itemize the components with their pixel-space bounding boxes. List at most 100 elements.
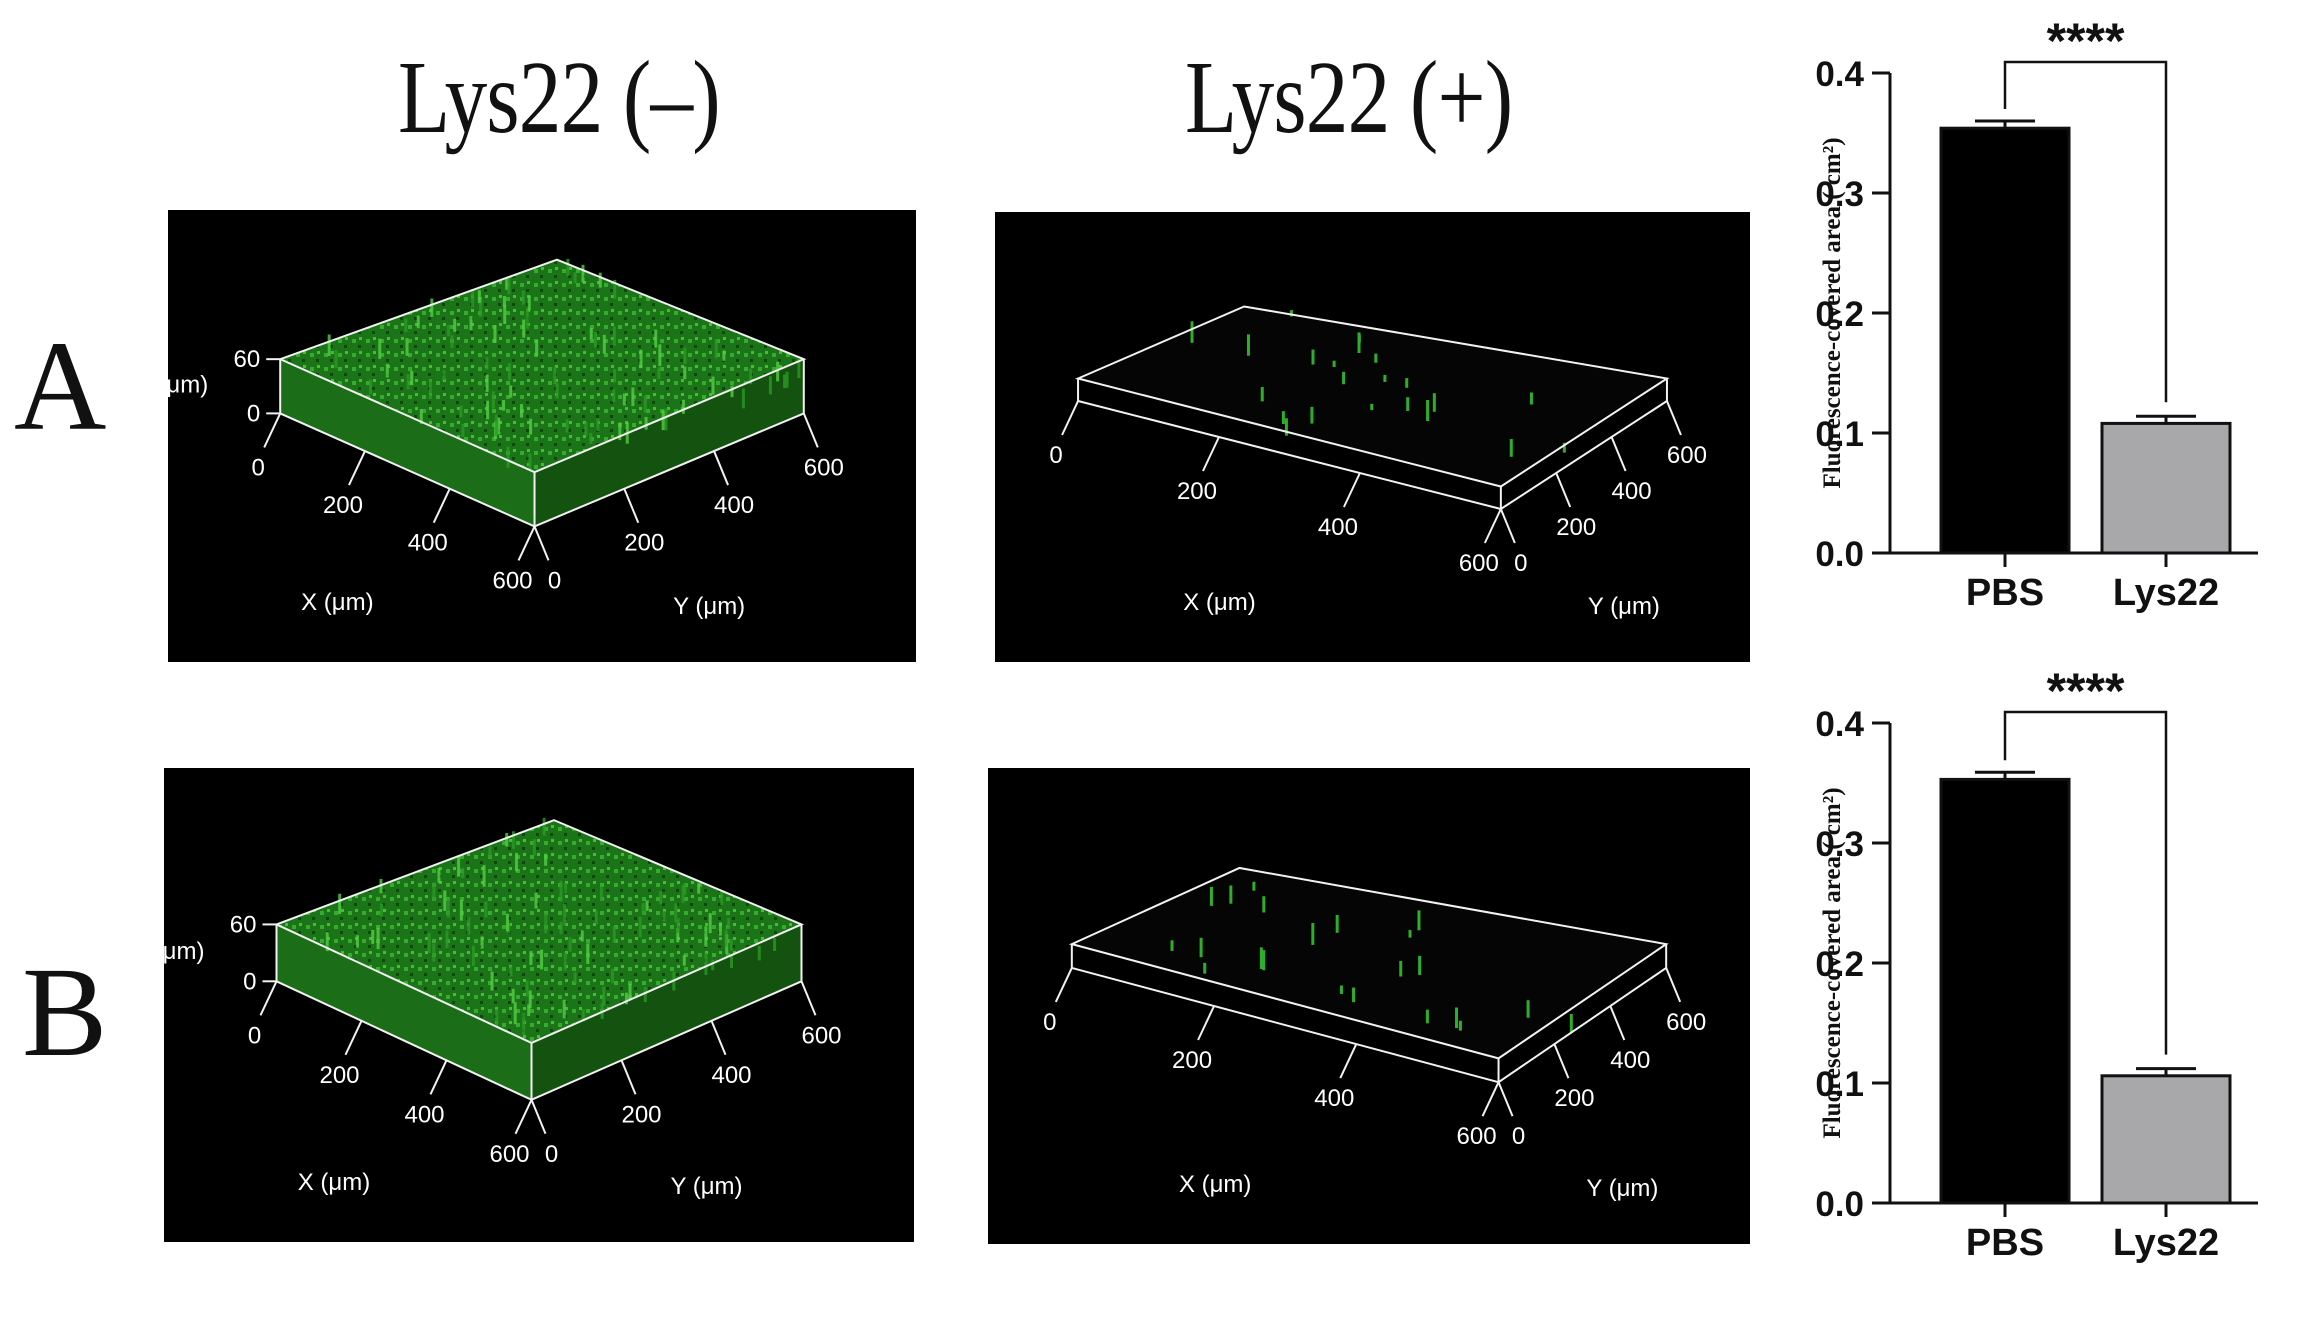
biofilm-cluster — [445, 930, 449, 949]
biofilm-cluster — [525, 308, 529, 329]
biofilm-cluster — [681, 884, 685, 904]
biofilm-cluster — [631, 387, 635, 407]
y-tick-label: 600 — [801, 1022, 841, 1049]
biofilm-cluster — [502, 400, 506, 411]
bar-lys22 — [2100, 1074, 2232, 1205]
biofilm-left-face — [280, 359, 535, 527]
bacteria-speck — [1526, 1000, 1530, 1018]
biofilm-cluster — [503, 304, 507, 325]
x-axis-label: X (μm) — [1183, 589, 1255, 616]
biofilm-cluster — [589, 328, 593, 340]
biofilm-cluster — [589, 432, 593, 444]
biofilm-cluster — [586, 943, 590, 965]
xy-tick — [1061, 400, 1079, 436]
biofilm-cluster — [612, 326, 616, 346]
biofilm-cluster — [491, 391, 495, 409]
biofilm-cluster — [664, 408, 668, 431]
biofilm-cluster — [404, 318, 408, 332]
bacteria-speck — [1562, 442, 1566, 453]
biofilm-cluster — [749, 368, 753, 385]
biofilm-cluster — [497, 417, 501, 435]
biofilm-cluster — [757, 945, 761, 961]
biofilm-cluster — [594, 910, 598, 925]
x-tick-label: 600 — [1459, 550, 1499, 577]
biofilm-cluster — [528, 453, 532, 471]
biofilm-cluster — [432, 882, 436, 901]
biofilm-cluster — [657, 367, 661, 380]
bacteria-speck — [1203, 962, 1207, 974]
z-tick-label: 60 — [230, 911, 257, 938]
bacteria-speck — [1281, 411, 1285, 424]
confocal-image-a-lys22-positive: 600 400 200 0 0 200 400 600 X (μm) Y (μm) — [995, 212, 1750, 662]
biofilm-cluster — [553, 366, 557, 385]
x-tick-label: 400 — [404, 1101, 444, 1128]
bacteria-speck — [1199, 937, 1203, 958]
biofilm-cluster — [580, 930, 584, 942]
bacteria-speck — [1418, 955, 1422, 975]
y-tick-label: 0.0 — [1815, 1185, 1864, 1224]
xy-tick — [800, 980, 817, 1016]
biofilm-cluster — [741, 388, 745, 409]
bacteria-speck — [1339, 985, 1343, 994]
y-axis-label: Fluorescence-covered area ( cm²) — [1819, 787, 1846, 1138]
significance-bracket — [2003, 60, 2168, 403]
biofilm-cluster — [410, 370, 414, 386]
biofilm-cluster — [730, 954, 734, 968]
bacteria-speck — [1209, 886, 1213, 906]
biofilm-cluster — [654, 329, 658, 348]
xy-tick — [259, 980, 278, 1016]
biofilm-cluster — [490, 971, 494, 991]
bacteria-speck — [1259, 947, 1263, 970]
biofilm-cluster — [683, 883, 687, 895]
biofilm-cluster — [602, 334, 606, 354]
biofilm-cluster — [505, 913, 509, 932]
bacteria-speck — [1417, 910, 1421, 931]
bacteria-speck — [1383, 374, 1387, 382]
bacteria-speck — [1335, 914, 1339, 933]
z-axis-label: Z (μm) — [164, 938, 205, 965]
y-tick-label: 0.1 — [1815, 1065, 1864, 1104]
biofilm-cluster — [450, 335, 454, 349]
xy-tick — [344, 1020, 363, 1056]
biofilm-cluster — [697, 883, 701, 894]
xy-tick — [1202, 436, 1220, 472]
biofilm-cluster — [479, 298, 483, 317]
biofilm-cluster — [494, 414, 498, 436]
y-tick-label: 200 — [1554, 1085, 1594, 1112]
biofilm-cluster — [482, 865, 486, 887]
biofilm-cluster — [461, 423, 465, 437]
xy-tick — [533, 526, 550, 561]
bacteria-speck — [1332, 360, 1336, 367]
z-tick-label: 0 — [247, 400, 260, 427]
biofilm-left-face — [276, 924, 532, 1100]
biofilm-cluster — [427, 932, 431, 953]
y-tick-label: 0.2 — [1815, 295, 1864, 334]
biofilm-cluster — [613, 369, 617, 383]
biofilm-cluster — [471, 945, 475, 967]
x-tick-label: 400 — [1314, 1085, 1354, 1112]
biofilm-cluster — [711, 959, 715, 971]
biofilm-cluster — [469, 316, 473, 331]
y-tick-label: 0 — [1512, 1123, 1525, 1150]
bacteria-speck — [1509, 439, 1513, 457]
biofilm-cluster — [674, 903, 678, 923]
y-tick-label: 0.4 — [1815, 705, 1864, 744]
biofilm-cluster — [485, 357, 489, 370]
bacteria-speck — [1405, 378, 1409, 388]
biofilm-cluster — [334, 349, 338, 369]
biofilm-cluster — [493, 325, 497, 343]
biofilm-cluster — [442, 370, 446, 381]
bacteria-speck — [1399, 961, 1403, 977]
biofilm-cluster — [768, 376, 772, 395]
biofilm-cluster — [596, 418, 600, 431]
biofilm-cluster — [683, 347, 687, 365]
row-label-a: A — [14, 315, 107, 457]
xy-tick — [1665, 967, 1682, 1003]
biofilm-cluster — [730, 385, 734, 398]
biofilm-cluster — [773, 937, 777, 951]
x-tick-label: PBS — [1966, 1222, 2044, 1264]
biofilm-cluster — [638, 916, 642, 938]
z-tick-label: 0 — [243, 968, 256, 995]
